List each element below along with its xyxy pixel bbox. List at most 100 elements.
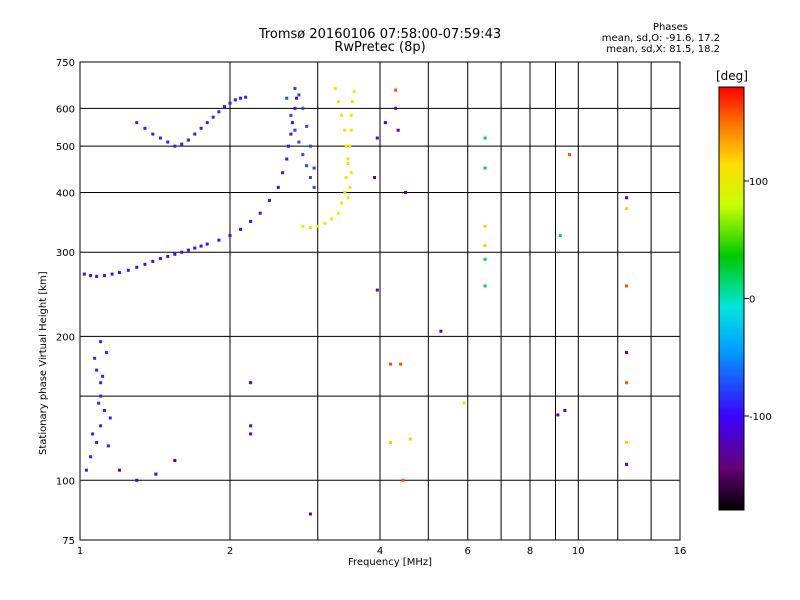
y-tick-label: 750 [56,58,75,69]
echo-point [340,201,344,205]
echo-point [285,157,289,161]
echo-point [349,113,353,117]
echo-point [205,242,209,246]
echo-point [99,394,103,398]
echo-point [89,274,93,278]
echo-point [323,221,327,225]
echo-point [396,128,400,132]
y-axis-label: Stationary phase Virtual Height [km] [38,271,49,455]
echo-point [173,458,177,462]
echo-point [281,171,285,175]
echo-point [346,196,350,200]
colorbar-tick-label: -100 [749,412,772,423]
echo-point [217,238,221,242]
echo-point [483,166,487,170]
stats-x-mode: mean, sd,X: 81.5, 18.2 [606,44,720,55]
echo-point [350,100,354,104]
echo-point [199,244,203,248]
echo-point [249,432,253,436]
echo-point [249,219,253,223]
echo-point [383,121,387,125]
echo-point [343,128,347,132]
echo-point [180,142,184,146]
echo-point [101,374,105,378]
x-tick-label: 6 [465,546,471,557]
echo-point [186,248,190,252]
echo-point [293,128,297,132]
echo-point [483,136,487,140]
echo-point [399,362,403,366]
echo-point [375,288,379,292]
echo-point [301,224,305,228]
echo-point [239,227,243,231]
x-tick-label: 1 [77,546,83,557]
echo-point [151,259,155,263]
echo-point [135,478,139,482]
echo-point [205,121,209,125]
echo-point [97,401,101,405]
echo-point [158,257,162,261]
echo-point [126,268,130,272]
echo-point [308,144,312,148]
chart-subtitle: RwPretec (8p) [334,40,426,55]
echo-point [99,381,103,385]
echo-point [344,175,348,179]
echo-point [301,153,305,157]
echo-point [233,98,237,102]
x-tick-label: 4 [377,546,383,557]
echo-point [95,368,99,372]
echo-point [349,128,353,132]
echo-point [258,211,262,215]
echo-point [558,234,562,238]
y-tick-label: 300 [56,248,75,259]
echo-point [103,274,107,278]
echo-point [93,356,97,360]
echo-point [297,93,301,97]
x-tick-label: 2 [227,546,233,557]
x-axis-ticks: 1 2 4 6 8 10 16 [77,546,687,557]
chart-title: Tromsø 20160106 07:58:00-07:59:43 [258,27,502,42]
echo-point [352,90,356,94]
echo-point [95,274,99,278]
echo-point [158,136,162,140]
echo-point [193,246,197,250]
echo-point [244,95,248,99]
echo-point [217,110,221,114]
echo-point [346,157,350,161]
echo-point [285,96,289,100]
echo-point [389,362,393,366]
echo-point [625,196,629,200]
echo-point [394,88,398,92]
echo-point [291,121,295,125]
echo-point [625,351,629,355]
echo-point [483,257,487,261]
x-axis-label: Frequency [MHz] [347,557,433,568]
echo-point [91,432,95,436]
echo-point [95,440,99,444]
echo-point [348,144,352,148]
echo-points [82,87,629,516]
echo-point [408,437,412,441]
echo-point [173,252,177,256]
echo-point [312,185,316,189]
echo-point [297,140,301,144]
echo-point [223,105,227,109]
echo-point [625,440,629,444]
echo-point [349,171,353,175]
grid-lines [80,62,680,540]
echo-point [625,284,629,288]
echo-point [295,96,299,100]
colorbar-title: [deg] [716,69,748,83]
echo-point [84,468,88,472]
echo-point [301,106,305,110]
colorbar-ticks: 100 0 -100 [744,177,772,423]
stats-o-mode: mean, sd,O: -91.6, 17.2 [601,33,720,44]
echo-point [305,164,309,168]
colorbar-gradient [718,86,745,511]
echo-point [305,124,309,128]
echo-point [293,87,297,91]
echo-point [340,113,344,117]
echo-point [312,166,316,170]
echo-point [308,175,312,179]
